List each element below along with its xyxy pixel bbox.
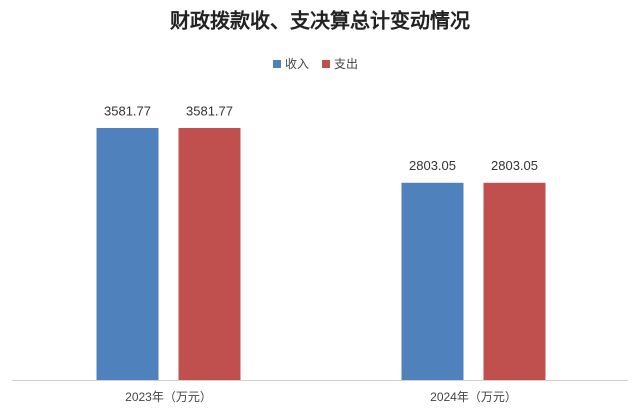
bar	[96, 128, 159, 380]
legend-label: 支出	[334, 57, 358, 71]
value-label: 3581.77	[186, 103, 233, 118]
value-label: 2803.05	[491, 158, 538, 173]
x-tick-label: 2023年（万元）	[125, 390, 212, 404]
bar	[483, 182, 546, 380]
bar	[178, 128, 241, 380]
legend-label: 收入	[285, 57, 309, 71]
legend-swatch	[273, 60, 281, 68]
legend-swatch	[322, 60, 330, 68]
bar	[401, 182, 464, 380]
chart-title: 财政拨款收、支决算总计变动情况	[170, 8, 470, 32]
x-tick-label: 2024年（万元）	[430, 390, 517, 404]
value-label: 3581.77	[104, 103, 151, 118]
value-label: 2803.05	[409, 158, 456, 173]
